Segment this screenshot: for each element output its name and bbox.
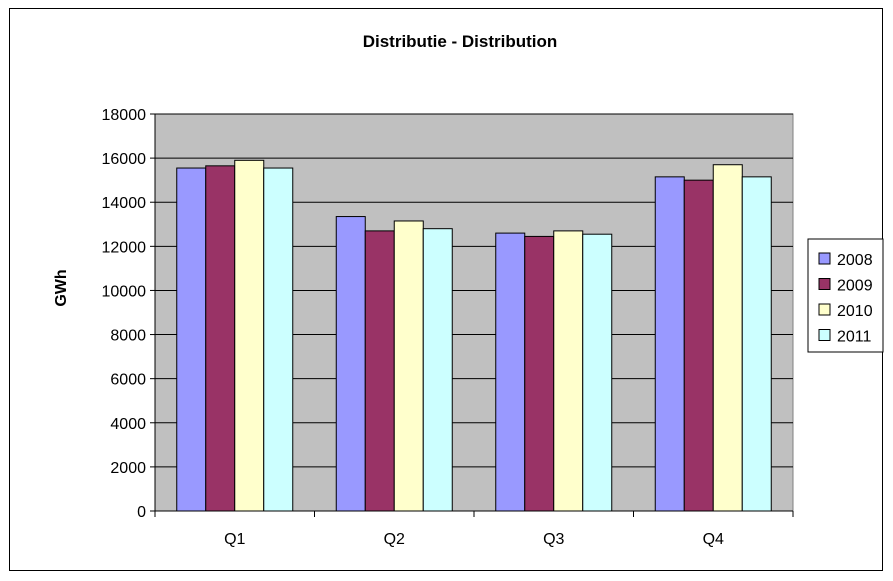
legend-label-2010: 2010: [837, 303, 873, 320]
bar-2009-q2: [364, 230, 395, 512]
bar-2008-q1: [176, 167, 207, 512]
y-tick-label: 4000: [110, 416, 146, 433]
legend-swatch-2011: [818, 329, 831, 341]
y-axis-title: GWh: [53, 269, 70, 306]
bar-2010-q1: [234, 159, 265, 512]
legend-swatch-2009: [818, 278, 831, 290]
bar-2009-q4: [683, 179, 714, 512]
y-tick-label: 12000: [102, 239, 147, 256]
bar-2011-q1: [263, 167, 294, 512]
legend: 2008 2009 2010 2011: [807, 238, 884, 353]
bar-2008-q3: [495, 232, 526, 512]
x-tick-label: Q3: [543, 531, 564, 548]
bar-2010-q2: [393, 220, 424, 512]
bar-2009-q1: [205, 165, 236, 512]
x-tick-label: Q4: [703, 531, 724, 548]
y-tick-label: 2000: [110, 460, 146, 477]
legend-label-2008: 2008: [837, 252, 873, 269]
bar-2009-q3: [524, 235, 555, 512]
legend-label-2011: 2011: [837, 329, 872, 346]
y-tick-label: 18000: [102, 107, 147, 124]
x-tick-label: Q1: [224, 531, 245, 548]
bar-2011-q4: [741, 176, 772, 512]
legend-swatch-2008: [818, 252, 831, 265]
bar-2010-q4: [712, 164, 743, 512]
y-tick-label: 14000: [102, 195, 147, 212]
chart-title: Distributie - Distribution: [363, 32, 558, 51]
y-tick-label: 0: [137, 504, 146, 521]
legend-swatch-2010: [818, 303, 831, 316]
x-tick-label: Q2: [384, 531, 405, 548]
bar-2010-q3: [553, 230, 584, 512]
bar-2011-q3: [582, 233, 613, 512]
y-tick-label: 16000: [102, 151, 147, 168]
y-tick-label: 10000: [102, 283, 147, 300]
plot-area: 0 2000 4000 6000 8000 10000 12000 14000 16000 180…: [102, 107, 794, 548]
bar-2011-q2: [422, 228, 453, 512]
y-tick-label: 8000: [110, 328, 146, 345]
legend-label-2009: 2009: [837, 278, 873, 295]
y-tick-label: 6000: [110, 372, 146, 389]
bar-2008-q2: [335, 216, 366, 512]
bar-2008-q4: [654, 176, 685, 512]
